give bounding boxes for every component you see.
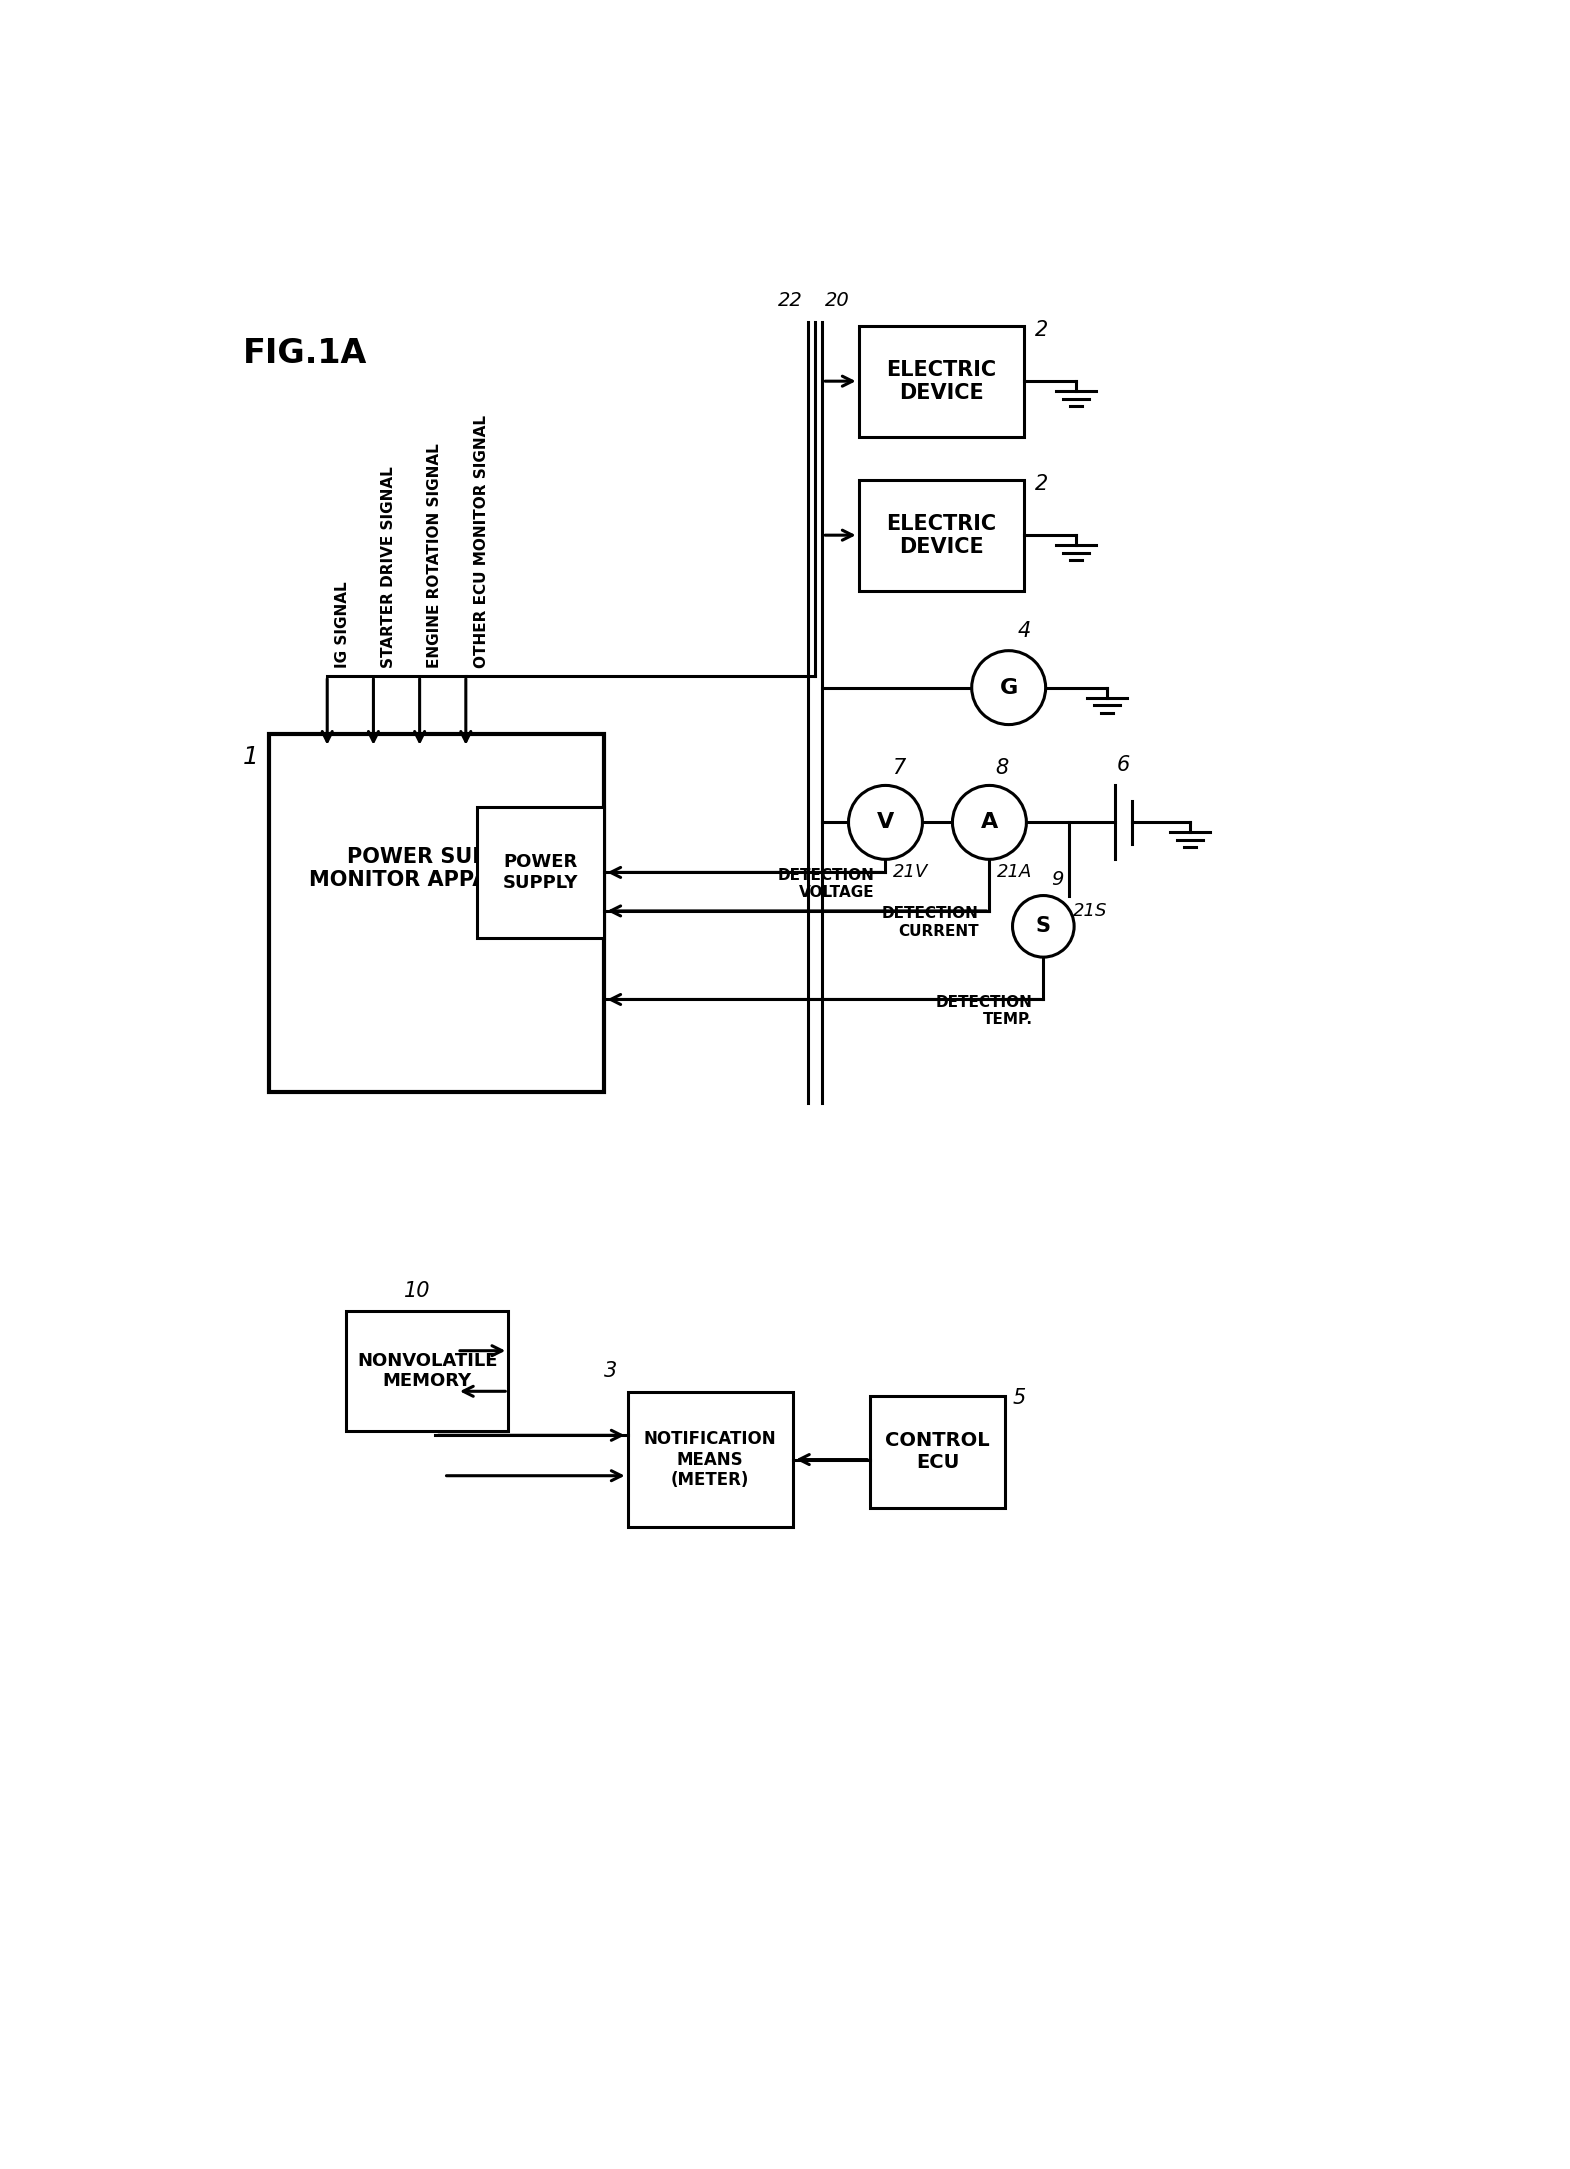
Text: G: G	[1000, 677, 1017, 698]
Text: IG SIGNAL: IG SIGNAL	[334, 581, 350, 668]
Text: 4: 4	[1017, 623, 1031, 642]
Text: ELECTRIC
DEVICE: ELECTRIC DEVICE	[885, 360, 997, 403]
Text: 21S: 21S	[1074, 902, 1108, 920]
Bar	[347, 1312, 509, 1432]
Bar	[859, 479, 1024, 592]
Text: ELECTRIC
DEVICE: ELECTRIC DEVICE	[885, 514, 997, 557]
Text: POWER
SUPPLY: POWER SUPPLY	[502, 852, 579, 891]
Text: 6: 6	[1116, 755, 1130, 774]
Text: 10: 10	[403, 1280, 430, 1301]
Text: 21V: 21V	[893, 863, 928, 881]
Circle shape	[972, 651, 1046, 724]
Text: 7: 7	[892, 757, 904, 779]
Text: 5: 5	[1013, 1388, 1025, 1408]
Text: ENGINE ROTATION SIGNAL: ENGINE ROTATION SIGNAL	[427, 445, 443, 668]
Circle shape	[953, 785, 1027, 859]
Text: 21A: 21A	[997, 863, 1033, 881]
Text: 8: 8	[995, 757, 1010, 779]
Circle shape	[848, 785, 923, 859]
Text: POWER SUPPLY
MONITOR APPARATUS: POWER SUPPLY MONITOR APPARATUS	[309, 846, 565, 889]
Text: DETECTION
TEMP.: DETECTION TEMP.	[936, 996, 1033, 1028]
Bar	[628, 1392, 793, 1527]
Text: V: V	[878, 813, 893, 833]
Text: 20: 20	[826, 291, 851, 310]
Text: DETECTION
VOLTAGE: DETECTION VOLTAGE	[777, 868, 874, 900]
Circle shape	[1013, 896, 1074, 957]
Text: CONTROL
ECU: CONTROL ECU	[885, 1432, 989, 1473]
Text: 1: 1	[243, 744, 259, 768]
Bar	[870, 1397, 1005, 1507]
Text: 2: 2	[1035, 473, 1049, 495]
Text: STARTER DRIVE SIGNAL: STARTER DRIVE SIGNAL	[382, 466, 396, 668]
Text: 3: 3	[603, 1362, 617, 1382]
Bar	[477, 807, 604, 937]
Text: FIG.1A: FIG.1A	[242, 338, 367, 371]
Text: OTHER ECU MONITOR SIGNAL: OTHER ECU MONITOR SIGNAL	[474, 416, 488, 668]
Text: 22: 22	[777, 291, 802, 310]
Text: S: S	[1036, 915, 1050, 937]
Text: NONVOLATILE
MEMORY: NONVOLATILE MEMORY	[356, 1351, 498, 1390]
Text: 9: 9	[1050, 870, 1063, 889]
Bar	[859, 325, 1024, 438]
Text: A: A	[981, 813, 999, 833]
Text: NOTIFICATION
MEANS
(METER): NOTIFICATION MEANS (METER)	[644, 1429, 777, 1490]
Bar	[270, 733, 604, 1091]
Text: 2: 2	[1035, 319, 1049, 341]
Text: DETECTION
CURRENT: DETECTION CURRENT	[882, 907, 978, 939]
